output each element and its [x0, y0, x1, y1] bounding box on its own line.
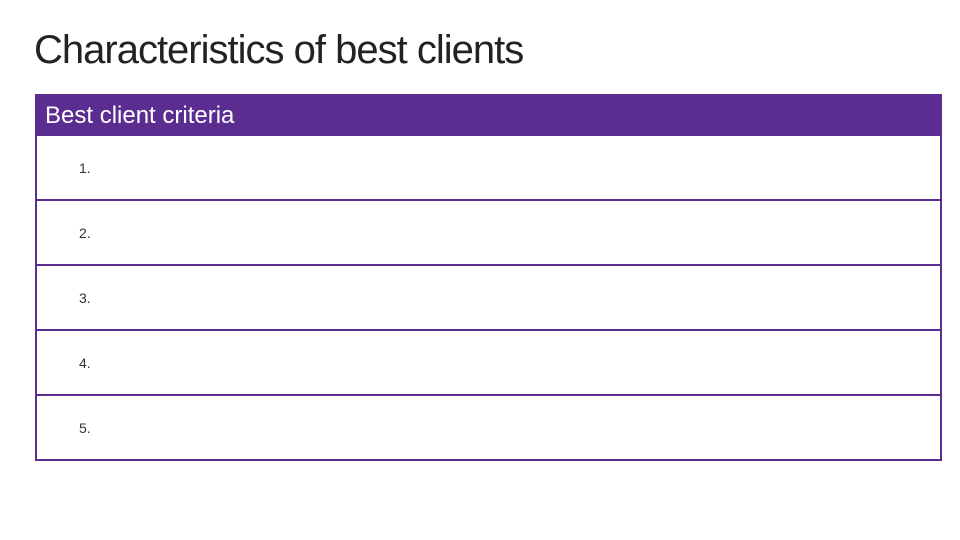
row-number: 4.: [79, 355, 91, 371]
table-row: 5.: [37, 396, 940, 461]
slide-title: Characteristics of best clients: [34, 28, 524, 72]
table-header: Best client criteria: [37, 94, 940, 136]
table-row: 1.: [37, 136, 940, 201]
row-number: 1.: [79, 160, 91, 176]
row-number: 2.: [79, 225, 91, 241]
table-row: 3.: [37, 266, 940, 331]
row-number: 3.: [79, 290, 91, 306]
table-row: 4.: [37, 331, 940, 396]
row-number: 5.: [79, 420, 91, 436]
table-row: 2.: [37, 201, 940, 266]
criteria-table: Best client criteria 1. 2. 3. 4. 5.: [35, 94, 942, 461]
